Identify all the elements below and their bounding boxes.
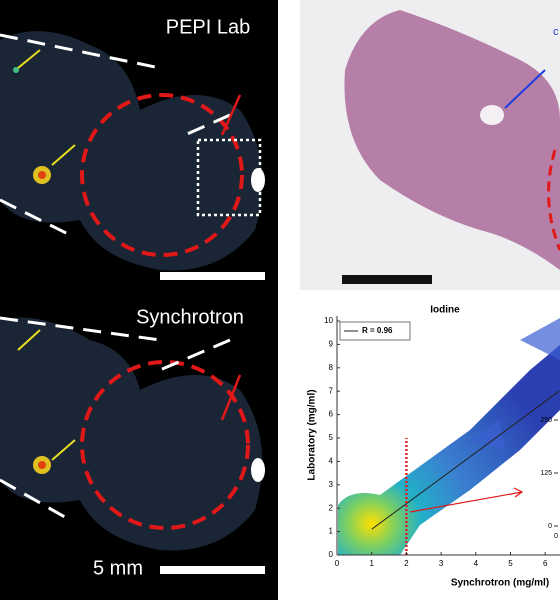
x-tick-label: 3: [439, 559, 444, 568]
y-tick-label: 0: [329, 550, 334, 559]
y-tick-label: 5: [329, 433, 334, 442]
x-tick-label: 2: [404, 559, 409, 568]
lab-image: [0, 31, 265, 280]
legend: [339, 321, 411, 341]
density-outliers: [470, 318, 560, 450]
x-tick-label: 6: [543, 559, 548, 568]
y-tick-label: 6: [329, 410, 334, 419]
plot-area: [338, 318, 560, 555]
tissue: [344, 10, 560, 270]
histology-label: c: [553, 26, 559, 38]
y-tick-label: 8: [329, 363, 334, 372]
inset-y-tick-label: 125: [540, 470, 552, 477]
vessel: [480, 105, 504, 125]
lab-label: PEPI Lab: [166, 16, 251, 38]
fit-line: [371, 390, 560, 530]
x-label: Synchrotron (mg/ml): [451, 578, 549, 589]
y-tick-label: 1: [329, 527, 334, 536]
inset-x-tick-label: 0: [554, 533, 558, 540]
legend-label: R = 0.96: [362, 326, 393, 335]
y-tick-label: 7: [329, 386, 334, 395]
x-tick-label: 4: [474, 559, 479, 568]
y-tick-label: 4: [329, 457, 334, 466]
y-tick-label: 3: [329, 480, 334, 489]
chart-title: Iodine: [430, 305, 460, 316]
scale-bar: [342, 275, 432, 284]
sync-image: [0, 316, 265, 574]
inset-y-tick-label: 250: [540, 417, 552, 424]
arrow: [504, 69, 546, 109]
y-label: Laboratory (mg/ml): [307, 389, 318, 480]
y-tick-label: 10: [324, 316, 333, 325]
y-tick-label: 9: [329, 340, 334, 349]
sync-label: Synchrotron: [136, 306, 244, 328]
x-tick-label: 0: [335, 559, 340, 568]
x-tick-label: 1: [369, 559, 374, 568]
density-cloud: [338, 345, 560, 555]
callout-arrow: [409, 487, 524, 513]
y-tick-label: 2: [329, 503, 334, 512]
dashed-outline: [547, 149, 560, 251]
x-tick-label: 5: [508, 559, 513, 568]
scale-label: 5 mm: [93, 557, 143, 579]
inset-y-tick-label: 0: [548, 523, 552, 530]
